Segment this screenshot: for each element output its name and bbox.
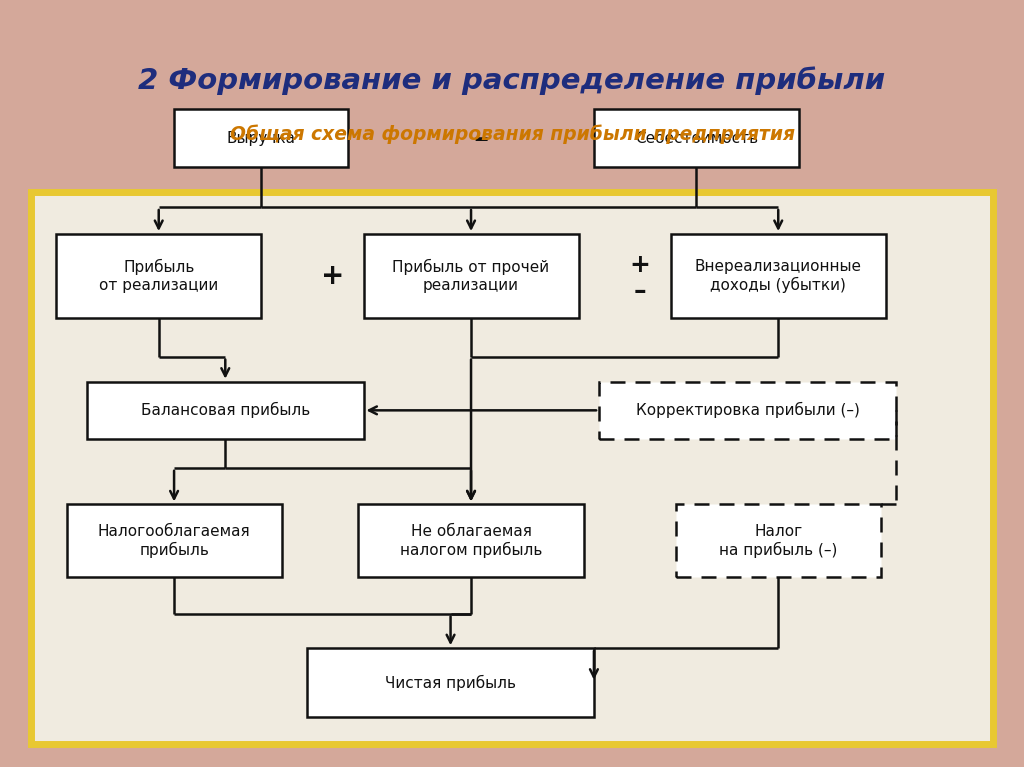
FancyBboxPatch shape	[599, 381, 896, 439]
Text: Выручка: Выручка	[226, 130, 296, 146]
Text: Себестоимость: Себестоимость	[635, 130, 758, 146]
Text: 2 Формирование и распределение прибыли: 2 Формирование и распределение прибыли	[138, 66, 886, 95]
Text: Чистая прибыль: Чистая прибыль	[385, 674, 516, 691]
FancyBboxPatch shape	[67, 505, 282, 577]
FancyBboxPatch shape	[364, 234, 579, 318]
Text: Налогооблагаемая
прибыль: Налогооблагаемая прибыль	[97, 524, 251, 558]
Text: Не облагаемая
налогом прибыль: Не облагаемая налогом прибыль	[399, 524, 543, 558]
Text: Прибыль от прочей
реализации: Прибыль от прочей реализации	[392, 259, 550, 293]
Text: +: +	[630, 252, 650, 277]
Text: Корректировка прибыли (–): Корректировка прибыли (–)	[636, 402, 859, 419]
FancyBboxPatch shape	[174, 110, 348, 167]
Text: –: –	[634, 279, 646, 304]
Text: Внереализационные
доходы (убытки): Внереализационные доходы (убытки)	[694, 259, 862, 293]
FancyBboxPatch shape	[594, 110, 799, 167]
Text: Балансовая прибыль: Балансовая прибыль	[140, 402, 310, 419]
Text: Налог
на прибыль (–): Налог на прибыль (–)	[719, 524, 838, 558]
FancyBboxPatch shape	[87, 381, 364, 439]
Text: Прибыль
от реализации: Прибыль от реализации	[99, 259, 218, 293]
FancyBboxPatch shape	[307, 648, 594, 717]
FancyBboxPatch shape	[31, 192, 993, 744]
Text: Общая схема формирования прибыли предприятия: Общая схема формирования прибыли предпри…	[229, 124, 795, 144]
Text: +: +	[322, 262, 344, 290]
FancyBboxPatch shape	[56, 234, 261, 318]
FancyBboxPatch shape	[671, 234, 886, 318]
FancyBboxPatch shape	[676, 505, 881, 577]
Text: –: –	[474, 123, 488, 153]
FancyBboxPatch shape	[358, 505, 584, 577]
